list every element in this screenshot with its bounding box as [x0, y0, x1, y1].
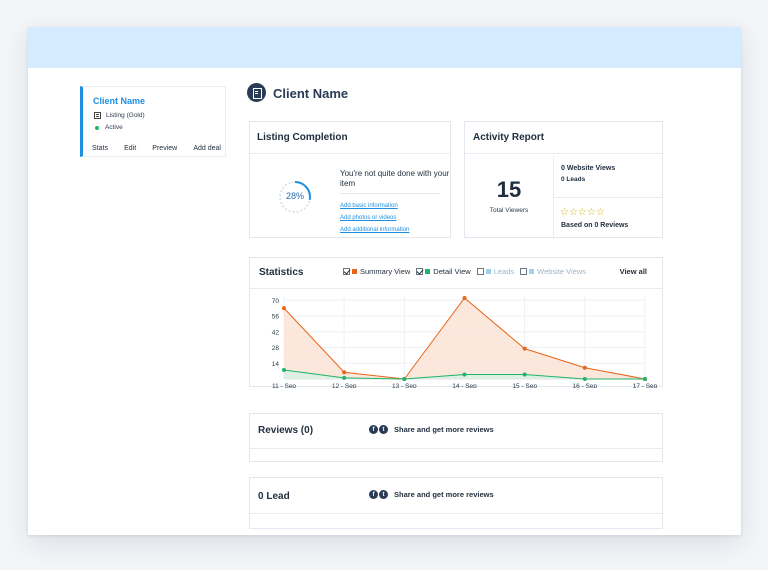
divider — [250, 153, 450, 154]
share-leads: f t Share and get more reviews — [369, 490, 494, 499]
y-tick-label: 14 — [272, 361, 280, 368]
preview-link[interactable]: Preview — [152, 145, 178, 152]
data-point — [402, 377, 407, 381]
add-additional-info-link[interactable]: Add additional information — [340, 227, 410, 233]
page-title: Client Name — [273, 86, 349, 101]
x-tick-label: 12 - Sep — [332, 383, 357, 388]
twitter-icon[interactable]: t — [379, 490, 388, 499]
detail-view-label: Detail View — [433, 267, 471, 276]
data-point — [282, 306, 286, 311]
status-row: Active — [94, 124, 123, 131]
data-point — [462, 296, 467, 300]
summary-view-swatch — [352, 269, 357, 274]
legend-detail-view[interactable]: Detail View — [416, 267, 471, 276]
legend-website-views[interactable]: Website Views — [520, 267, 586, 276]
share-text[interactable]: Share and get more reviews — [394, 425, 494, 434]
website-views-label: Website Views — [537, 267, 587, 276]
data-point — [582, 365, 587, 370]
divider — [250, 288, 662, 289]
star-rating-icon: ☆☆☆☆☆ — [560, 207, 605, 218]
data-point — [522, 346, 527, 351]
leads-count: 0 Leads — [561, 176, 586, 183]
x-tick-label: 16 - Sep — [573, 383, 598, 388]
detail-view-swatch — [425, 269, 431, 274]
leads-checkbox[interactable] — [476, 268, 484, 275]
completion-message: You're not quite done with your item — [340, 169, 450, 188]
share-text[interactable]: Share and get more reviews — [394, 490, 494, 499]
leads-card: 0 Lead f t Share and get more reviews — [249, 477, 663, 529]
data-point — [342, 370, 347, 375]
add-basic-info-link[interactable]: Add basic information — [340, 203, 398, 209]
data-point — [342, 375, 347, 380]
data-point — [582, 377, 587, 381]
x-tick-label: 17 - Sep — [633, 383, 658, 388]
listing-row: Listing (Gold) — [94, 112, 145, 119]
divider — [250, 448, 662, 449]
y-tick-label: 28 — [272, 345, 280, 352]
twitter-icon[interactable]: t — [379, 425, 388, 434]
view-all-link[interactable]: View all — [619, 267, 647, 276]
statistics-card: Statistics Summary View Detail View Lead… — [249, 257, 663, 388]
divider — [250, 513, 662, 514]
total-viewers-label: Total Viewers — [489, 207, 529, 214]
website-views-swatch — [529, 269, 535, 274]
share-reviews: f t Share and get more reviews — [369, 425, 494, 434]
data-point — [643, 377, 647, 381]
website-views-checkbox[interactable] — [520, 268, 528, 275]
client-name-link[interactable]: Client Name — [93, 96, 146, 106]
data-point — [282, 368, 286, 372]
facebook-icon[interactable]: f — [369, 490, 378, 499]
activity-report-card: Activity Report 15 Total Viewers 0 Websi… — [464, 121, 663, 239]
app-frame: Client Name Listing (Gold) Active Stats … — [28, 27, 741, 535]
listing-completion-title: Listing Completion — [257, 132, 348, 143]
statistics-title: Statistics — [259, 267, 304, 278]
x-tick-label: 15 - Sep — [512, 383, 537, 388]
data-point — [462, 372, 467, 377]
leads-title: 0 Lead — [258, 491, 290, 502]
detail-view-checkbox[interactable] — [416, 268, 424, 275]
series-area — [284, 298, 645, 379]
completion-percent: 28% — [285, 191, 304, 201]
card-actions: Stats Edit Preview Add deal — [92, 145, 221, 152]
leads-swatch — [485, 269, 491, 274]
summary-view-checkbox[interactable] — [343, 268, 350, 275]
status-dot-icon — [95, 125, 99, 130]
client-book-icon — [247, 83, 266, 102]
divider — [340, 193, 440, 194]
y-tick-label: 70 — [272, 298, 280, 305]
add-deal-link[interactable]: Add deal — [193, 145, 221, 152]
reviews-title: Reviews (0) — [258, 425, 314, 436]
legend-summary-view[interactable]: Summary View — [343, 267, 410, 276]
y-tick-label: 42 — [272, 329, 280, 336]
stats-link[interactable]: Stats — [92, 145, 108, 152]
x-tick-label: 13 - Sep — [392, 383, 417, 388]
reviews-count-text: Based on 0 Reviews — [561, 222, 629, 229]
add-photos-link[interactable]: Add photos or videos — [340, 215, 397, 221]
edit-link[interactable]: Edit — [124, 145, 137, 152]
reviews-card: Reviews (0) f t Share and get more revie… — [249, 413, 663, 462]
activity-report-title: Activity Report — [473, 132, 545, 143]
y-tick-label: 56 — [272, 314, 280, 321]
data-point — [522, 372, 527, 377]
status-label: Active — [105, 124, 123, 131]
divider — [553, 197, 662, 198]
divider — [465, 153, 662, 154]
listing-completion-card: Listing Completion 28% You're not quite … — [249, 121, 451, 238]
statistics-chart: 14 28 42 56 70 11 - Sep 12 - Sep 13 - Sep 14 - S… — [272, 296, 658, 388]
facebook-icon[interactable]: f — [369, 425, 378, 434]
chart-legend: Summary View Detail View Leads Website V… — [343, 267, 592, 276]
website-views-count: 0 Website Views — [561, 165, 616, 172]
x-tick-label: 14 - Sep — [452, 383, 477, 388]
completion-progress-ring — [279, 181, 311, 213]
listing-icon — [94, 112, 101, 119]
top-bar — [28, 27, 741, 68]
listing-label: Listing (Gold) — [106, 112, 145, 119]
legend-leads[interactable]: Leads — [476, 267, 515, 276]
leads-label: Leads — [493, 267, 515, 276]
summary-view-label: Summary View — [360, 267, 411, 276]
x-tick-label: 11 - Sep — [272, 383, 296, 388]
total-viewers-count: 15 — [496, 177, 522, 202]
client-summary-card: Client Name Listing (Gold) Active Stats … — [80, 86, 226, 157]
